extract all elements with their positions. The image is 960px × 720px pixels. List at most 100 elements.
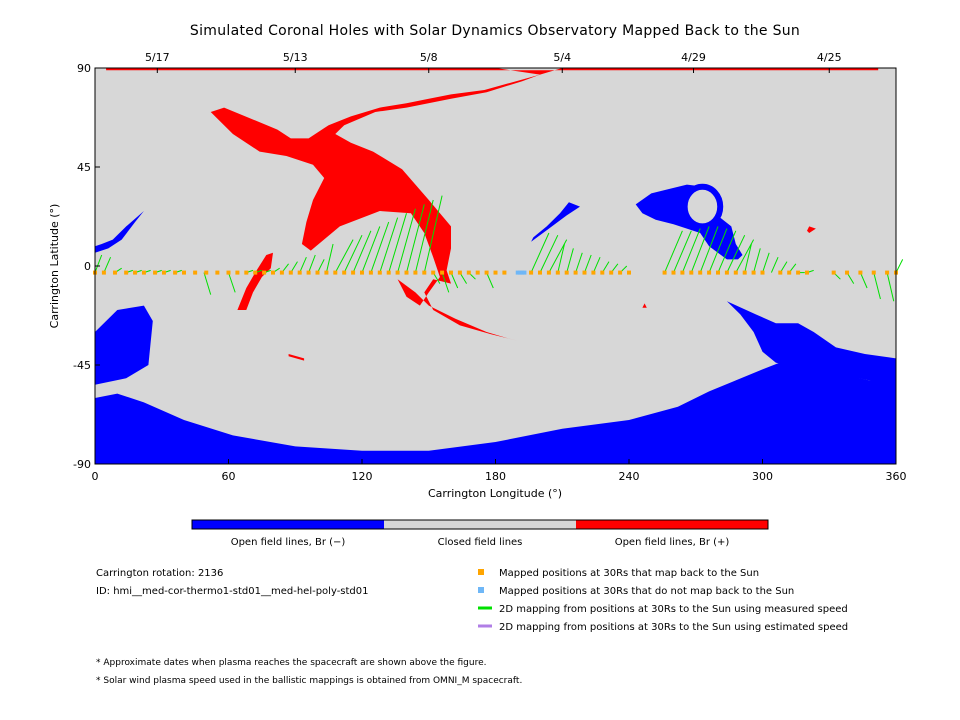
mapping-line-measured-42 — [566, 248, 574, 273]
model-id-label: ID: hmi__med-cor-thermo1-std01__med-hel-… — [96, 586, 369, 597]
mapping-line-measured-53 — [699, 226, 719, 273]
mapping-line-measured-61 — [770, 257, 779, 273]
mapping-line-measured-17 — [299, 257, 307, 273]
colorbar-positive — [576, 520, 768, 529]
mapping-line-measured-23 — [352, 230, 372, 273]
mapped-position-2 — [113, 270, 118, 275]
mapped-position-48 — [555, 270, 560, 275]
mapped-position-33 — [404, 270, 409, 275]
mapped-position-41 — [475, 270, 480, 275]
mapped-position-47 — [546, 270, 551, 275]
x-tick-label-0: 0 — [92, 470, 99, 483]
mapped-position-54 — [609, 270, 614, 275]
mapping-line-measured-30 — [414, 199, 434, 273]
mapping-line-measured-52 — [690, 226, 710, 273]
x-tick-label-6: 360 — [886, 470, 907, 483]
map-plot — [93, 67, 904, 465]
unmapped-position-1 — [517, 270, 522, 275]
mapping-line-measured-19 — [317, 259, 325, 273]
note-speed: * Solar wind plasma speed used in the ba… — [96, 676, 522, 686]
y-tick-label-1: -45 — [73, 359, 91, 372]
mapped-position-25 — [333, 270, 338, 275]
legend-label-3: 2D mapping from positions at 30Rs to the… — [499, 622, 848, 633]
mapped-position-8 — [173, 270, 178, 275]
mapped-position-51 — [582, 270, 587, 275]
mapping-line-measured-45 — [592, 257, 601, 273]
mapped-position-64 — [724, 270, 729, 275]
colorbar-frame — [191, 519, 769, 530]
mapped-position-61 — [698, 270, 703, 275]
axis-ticks: 0 60 120 180 240 300 360 -90 -45 0 45 90 5/17 5/13 5/8… — [73, 51, 906, 483]
mapped-position-22 — [306, 270, 311, 275]
mapped-position-63 — [716, 270, 720, 275]
mapped-position-37 — [440, 270, 445, 275]
colorbar-negative — [192, 520, 384, 529]
mapping-line-measured-26 — [379, 217, 399, 273]
mapped-position-36 — [431, 270, 436, 275]
mapped-position-71 — [796, 270, 801, 275]
mapped-position-20 — [288, 270, 293, 275]
mapping-line-measured-1 — [103, 257, 112, 273]
coronal-hole-negative-7 — [95, 211, 144, 253]
mapped-position-17 — [262, 270, 267, 275]
coronal-hole-positive-2 — [288, 354, 305, 361]
mapping-line-measured-22 — [343, 234, 363, 273]
mapped-position-1 — [101, 270, 106, 275]
colorbar-label-positive: Open field lines, Br (+) — [615, 537, 730, 548]
mapping-lines — [94, 195, 904, 302]
mapping-line-measured-68 — [859, 272, 868, 289]
y-tick-label-4: 90 — [77, 62, 91, 75]
coronal-hole-regions — [95, 68, 896, 464]
mapped-position-38 — [449, 270, 453, 275]
mapped-position-15 — [244, 270, 249, 275]
legend-marker-1 — [478, 587, 484, 593]
x-tick-label-5: 300 — [752, 470, 773, 483]
mapped-position-60 — [689, 270, 694, 275]
coronal-hole-positive-3 — [642, 303, 647, 308]
mapped-position-40 — [466, 270, 471, 275]
x-axis-label: Carrington Longitude (°) — [428, 487, 562, 500]
mapped-position-75 — [858, 270, 863, 275]
mapping-line-measured-9 — [203, 272, 212, 295]
coronal-hole-positive-1 — [237, 252, 273, 310]
mapped-position-28 — [360, 270, 364, 275]
mapping-line-measured-44 — [584, 254, 592, 273]
legend: Mapped positions at 30Rs that map back t… — [478, 568, 848, 633]
x-tick-label-2: 120 — [352, 470, 373, 483]
mapped-position-3 — [124, 270, 129, 275]
mapped-position-74 — [845, 270, 850, 275]
mapping-line-measured-56 — [726, 234, 746, 273]
mapping-line-measured-24 — [361, 226, 381, 273]
mapping-line-measured-50 — [673, 230, 692, 273]
mapped-position-5 — [141, 270, 146, 275]
mapped-position-53 — [600, 270, 605, 275]
mapping-line-measured-25 — [370, 221, 390, 273]
colorbar-closed — [384, 520, 576, 529]
mapped-position-27 — [351, 270, 356, 275]
mapped-position-46 — [538, 270, 542, 275]
mapped-position-58 — [671, 270, 676, 275]
mapped-position-10 — [193, 270, 198, 275]
mapped-position-68 — [760, 270, 765, 275]
mapping-line-measured-43 — [575, 252, 583, 273]
date-tick-label-2: 5/8 — [420, 51, 438, 64]
mapped-position-44 — [502, 270, 507, 275]
carrington-rotation-label: Carrington rotation: 2136 — [96, 568, 223, 579]
mapping-line-measured-38 — [530, 232, 550, 273]
mapped-position-65 — [733, 270, 738, 275]
y-axis-label: Carrington Latitude (°) — [48, 204, 61, 329]
mapping-line-measured-37 — [486, 272, 494, 289]
mapped-position-67 — [751, 270, 756, 275]
mapping-line-measured-29 — [406, 204, 425, 273]
x-tick-label-3: 180 — [485, 470, 506, 483]
mapping-line-measured-60 — [762, 252, 770, 273]
mapped-position-35 — [422, 270, 427, 275]
mapping-line-measured-70 — [886, 272, 895, 302]
y-tick-label-3: 45 — [77, 161, 91, 174]
mapped-position-45 — [529, 270, 534, 275]
mapped-position-12 — [215, 270, 220, 275]
mapped-position-72 — [805, 270, 809, 275]
date-tick-label-4: 4/29 — [681, 51, 706, 64]
mapping-line-measured-20 — [325, 243, 334, 273]
date-tick-label-5: 4/25 — [817, 51, 842, 64]
